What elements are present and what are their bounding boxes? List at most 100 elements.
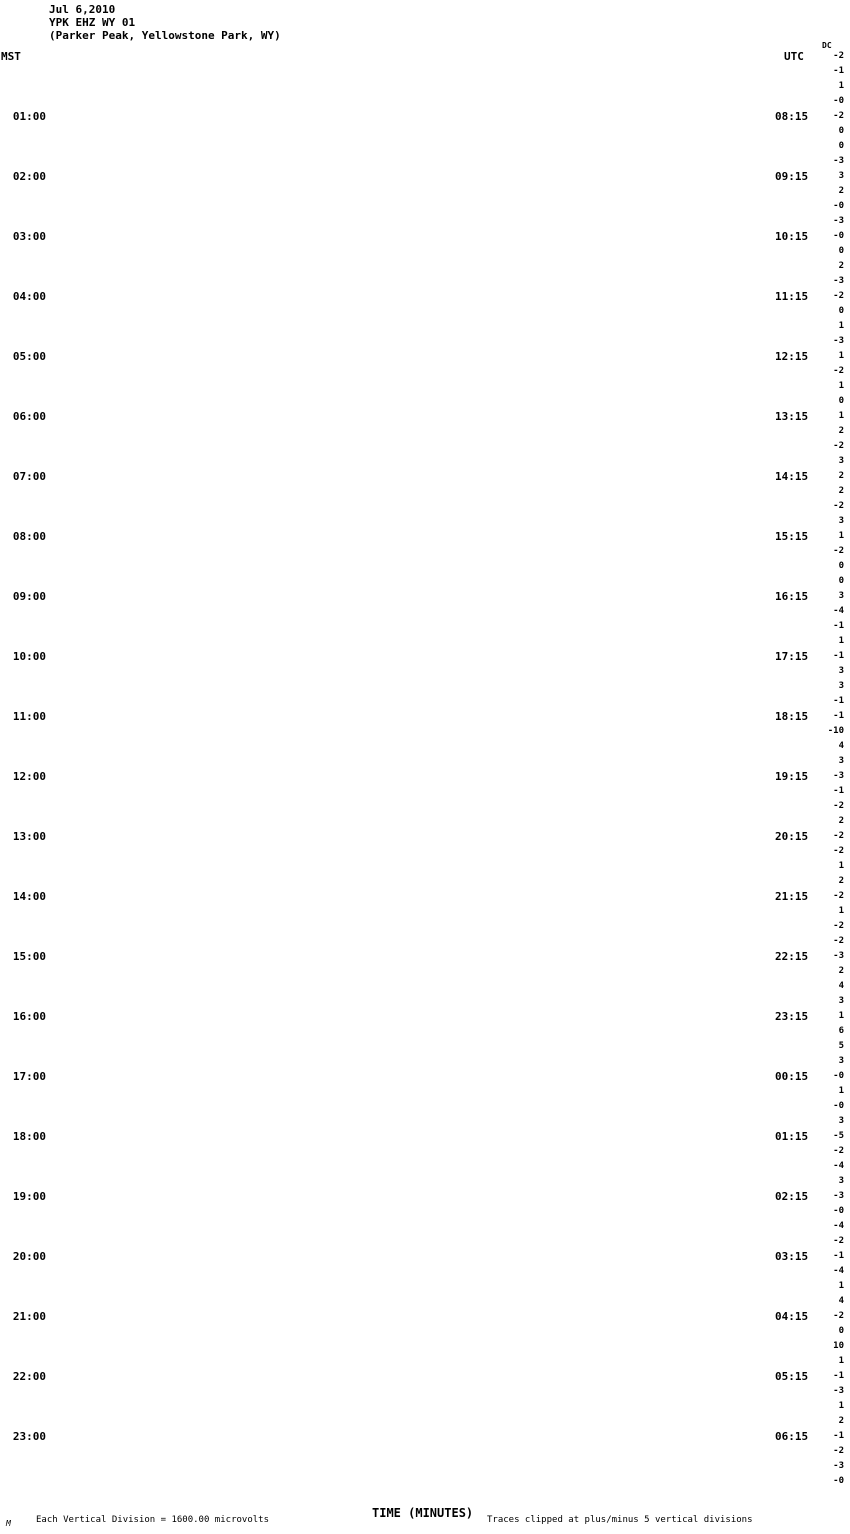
utc-label: 06:15 — [775, 1430, 809, 1443]
dc-value: 1 — [838, 81, 844, 91]
dc-value: -1 — [833, 711, 844, 721]
hour-label: 09:00 — [12, 590, 46, 603]
hour-label: 13:00 — [12, 830, 46, 843]
dc-value: -3 — [833, 771, 844, 781]
dc-value: 1 — [838, 1401, 844, 1411]
dc-value: 3 — [838, 1176, 844, 1186]
dc-value: -2 — [833, 1146, 844, 1156]
dc-value: -1 — [833, 651, 844, 661]
dc-value: 0 — [838, 396, 844, 406]
dc-value: 0 — [838, 1326, 844, 1336]
hour-label: 05:00 — [12, 350, 46, 363]
dc-value: -2 — [833, 936, 844, 946]
utc-label: 10:15 — [775, 230, 809, 243]
hour-label: 22:00 — [12, 1370, 46, 1383]
dc-value: -3 — [833, 1461, 844, 1471]
dc-value: -2 — [833, 291, 844, 301]
dc-value: -2 — [833, 921, 844, 931]
dc-value: -4 — [833, 606, 844, 616]
utc-label: 00:15 — [775, 1070, 809, 1083]
dc-value: -2 — [833, 1236, 844, 1246]
dc-value: 10 — [833, 1341, 844, 1351]
utc-label: 19:15 — [775, 770, 809, 783]
utc-label: 13:15 — [775, 410, 809, 423]
dc-value: -2 — [833, 1446, 844, 1456]
dc-value: -3 — [833, 951, 844, 961]
dc-value: 0 — [838, 576, 844, 586]
utc-label: 08:15 — [775, 110, 809, 123]
hour-label: 14:00 — [12, 890, 46, 903]
dc-value: 2 — [838, 471, 844, 481]
dc-value: 3 — [838, 681, 844, 691]
dc-value: 4 — [838, 981, 844, 991]
footer-left-note: Each Vertical Division = 1600.00 microvo… — [36, 1515, 269, 1525]
hour-label: 16:00 — [12, 1010, 46, 1023]
dc-value: 2 — [838, 876, 844, 886]
dc-value: 3 — [838, 996, 844, 1006]
hour-label: 02:00 — [12, 170, 46, 183]
utc-label: 20:15 — [775, 830, 809, 843]
hour-label: 07:00 — [12, 470, 46, 483]
dc-value: 6 — [838, 1026, 844, 1036]
dc-value: -0 — [833, 1101, 844, 1111]
hour-label: 18:00 — [12, 1130, 46, 1143]
utc-label: 03:15 — [775, 1250, 809, 1263]
hour-label: 10:00 — [12, 650, 46, 663]
dc-value: 2 — [838, 426, 844, 436]
dc-value: 3 — [838, 516, 844, 526]
hour-label: 23:00 — [12, 1430, 46, 1443]
dc-value: 1 — [838, 411, 844, 421]
dc-value: -2 — [833, 111, 844, 121]
dc-value: -0 — [833, 96, 844, 106]
dc-value: -4 — [833, 1221, 844, 1231]
dc-value: -10 — [827, 726, 844, 736]
dc-value: 2 — [838, 966, 844, 976]
dc-value: -4 — [833, 1161, 844, 1171]
utc-label: 02:15 — [775, 1190, 809, 1203]
utc-label: 09:15 — [775, 170, 809, 183]
dc-value: 5 — [838, 1041, 844, 1051]
hour-label: 06:00 — [12, 410, 46, 423]
dc-value: 0 — [838, 126, 844, 136]
dc-value: 1 — [838, 636, 844, 646]
dc-value: -1 — [833, 621, 844, 631]
utc-label: 18:15 — [775, 710, 809, 723]
dc-value: 3 — [838, 171, 844, 181]
utc-label: 01:15 — [775, 1130, 809, 1143]
dc-value: -0 — [833, 1206, 844, 1216]
dc-value: -3 — [833, 1386, 844, 1396]
dc-value: 1 — [838, 531, 844, 541]
utc-label: 15:15 — [775, 530, 809, 543]
dc-value: 1 — [838, 861, 844, 871]
dc-value: 0 — [838, 306, 844, 316]
dc-value: 3 — [838, 756, 844, 766]
utc-label: 04:15 — [775, 1310, 809, 1323]
utc-label: 16:15 — [775, 590, 809, 603]
dc-value: -2 — [833, 1311, 844, 1321]
dc-value: 1 — [838, 1356, 844, 1366]
dc-value: -0 — [833, 1476, 844, 1486]
hour-label: 01:00 — [12, 110, 46, 123]
dc-value: 2 — [838, 486, 844, 496]
dc-value: 1 — [838, 1011, 844, 1021]
dc-value: 0 — [838, 141, 844, 151]
dc-value: -5 — [833, 1131, 844, 1141]
dc-value: -2 — [833, 831, 844, 841]
dc-value: -1 — [833, 1371, 844, 1381]
dc-value: 1 — [838, 1281, 844, 1291]
dc-value: 1 — [838, 1086, 844, 1096]
dc-value: -2 — [833, 366, 844, 376]
dc-value: 2 — [838, 186, 844, 196]
dc-value: -1 — [833, 1431, 844, 1441]
dc-value: -3 — [833, 276, 844, 286]
hour-label: 20:00 — [12, 1250, 46, 1263]
dc-value: -1 — [833, 1251, 844, 1261]
dc-value: -2 — [833, 51, 844, 61]
utc-label: 17:15 — [775, 650, 809, 663]
hour-label: 04:00 — [12, 290, 46, 303]
dc-value: 1 — [838, 321, 844, 331]
utc-label: 23:15 — [775, 1010, 809, 1023]
dc-value: -0 — [833, 201, 844, 211]
dc-value: -1 — [833, 66, 844, 76]
